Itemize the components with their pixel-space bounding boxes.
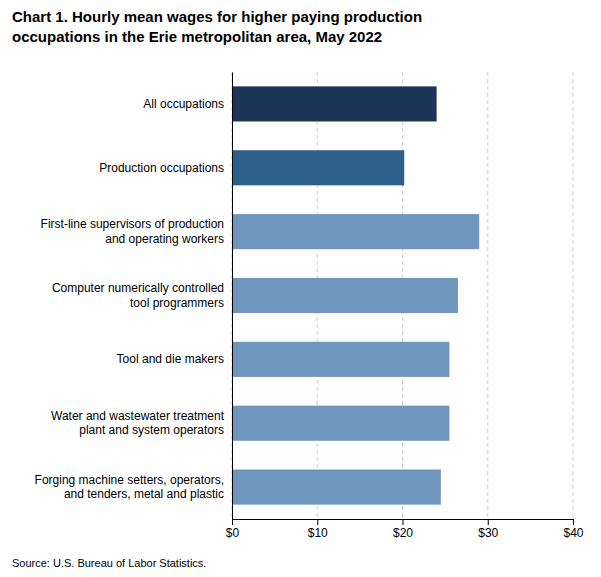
tick-mark (573, 519, 574, 525)
grid-line (232, 72, 233, 519)
chart: Chart 1. Hourly mean wages for higher pa… (0, 0, 601, 577)
axis-line (232, 73, 233, 520)
tick-label: $10 (308, 526, 328, 540)
tick-label: Tool and die makers (117, 352, 224, 366)
bar (232, 214, 479, 249)
tick: All occupations (143, 97, 224, 111)
x-axis: $0 $10 $20 $30 $40 (226, 519, 584, 540)
tick: $0 (226, 519, 240, 540)
tick-label: $40 (563, 526, 583, 540)
tick: Computer numerically controlledtool prog… (52, 281, 224, 309)
grid (232, 72, 573, 519)
grid-line (487, 72, 488, 519)
tick: $30 (478, 519, 498, 540)
y-axis: Forging machine setters, operators,and t… (35, 73, 233, 520)
tick-label: Production occupations (99, 161, 224, 175)
tick-mark (488, 519, 489, 525)
tick-mark (317, 519, 318, 525)
tick-label: Forging machine setters, operators,and t… (35, 473, 224, 501)
tick-label: All occupations (143, 97, 224, 111)
plot: $0 $10 $20 $30 $40 Forging machine setters, o… (35, 72, 584, 540)
bar (232, 470, 441, 505)
tick: $10 (308, 519, 328, 540)
tick-mark (403, 519, 404, 525)
tick-label: $0 (226, 526, 240, 540)
title: Chart 1. Hourly mean wages for higher pa… (12, 8, 422, 45)
tick-label: Water and wastewater treatmentplant and … (51, 409, 225, 437)
tick-label: $30 (478, 526, 498, 540)
tick: $40 (563, 519, 583, 540)
bar (232, 86, 437, 121)
bar (232, 342, 449, 377)
annotation: Source: U.S. Bureau of Labor Statistics. (12, 557, 206, 569)
tick-label: $20 (393, 526, 413, 540)
bar (232, 406, 449, 441)
tick: Production occupations (99, 161, 224, 175)
tick: First-line supervisors of productionand … (41, 217, 224, 245)
bars (232, 86, 479, 504)
bar (232, 278, 458, 313)
bar (232, 150, 404, 185)
tick: Water and wastewater treatmentplant and … (51, 409, 225, 437)
tick: Tool and die makers (117, 352, 224, 366)
tick-mark (232, 519, 233, 525)
grid-line (573, 72, 574, 519)
tick-label: First-line supervisors of productionand … (41, 217, 224, 245)
tick-label: Computer numerically controlledtool prog… (52, 281, 224, 309)
tick: $20 (393, 519, 413, 540)
tick: Forging machine setters, operators,and t… (35, 473, 224, 501)
